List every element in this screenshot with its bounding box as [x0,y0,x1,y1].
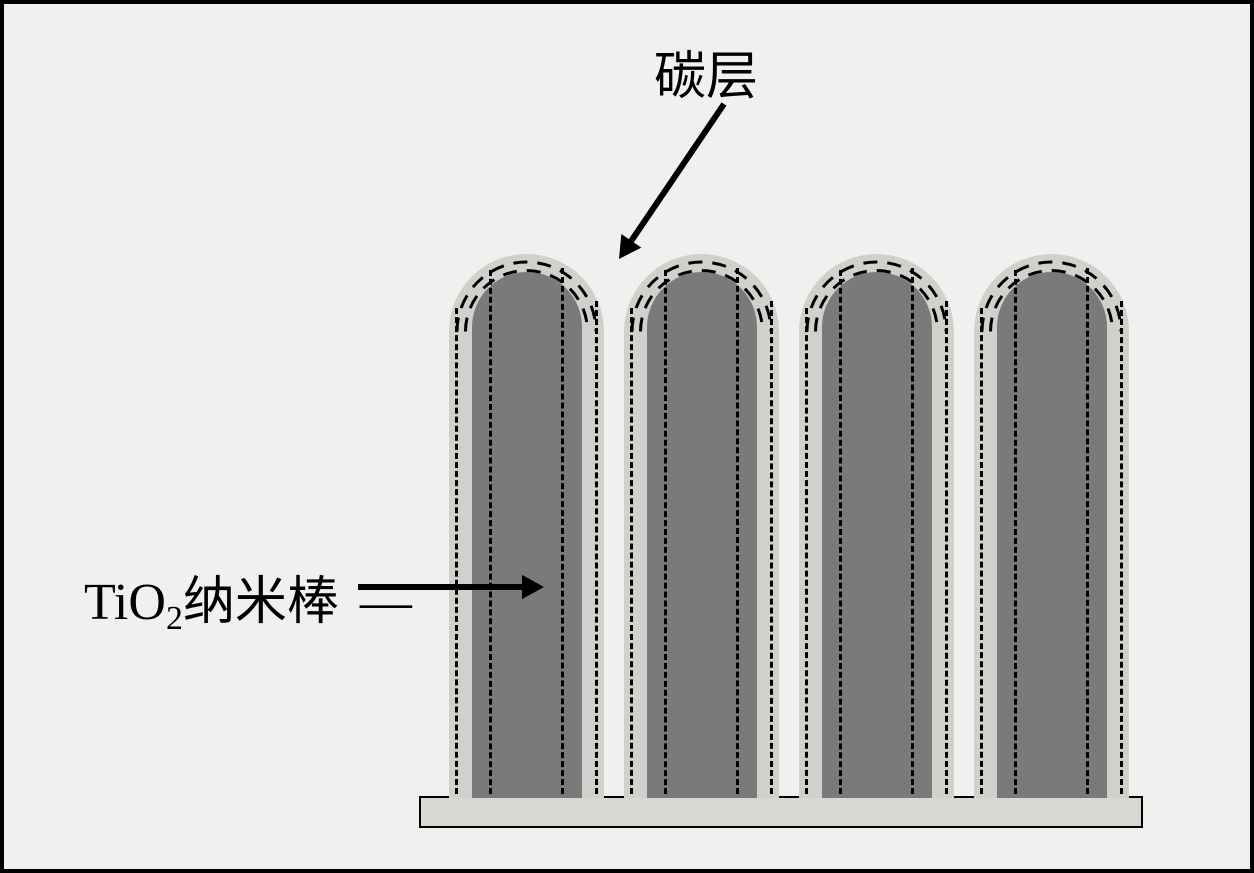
label-tio2-suffix: 纳米棒 [183,574,339,631]
label-left-arrow-dash: — [360,574,412,631]
diagram-canvas: 碳层 TiO2纳米棒 — [0,0,1254,873]
carbon-dash-cap [974,254,1129,409]
nanorod [624,254,779,798]
nanorod [974,254,1129,798]
carbon-dash-cap [799,254,954,409]
substrate [419,796,1143,828]
label-carbon-layer: 碳层 [654,34,758,109]
label-tio2-sub: 2 [166,600,183,637]
nanorod [799,254,954,798]
carbon-dash-cap [449,254,604,409]
label-tio2-prefix: TiO [84,574,166,631]
carbon-dash-cap [624,254,779,409]
label-tio2-nanorod: TiO2纳米棒 — [84,559,412,634]
nanorod [449,254,604,798]
